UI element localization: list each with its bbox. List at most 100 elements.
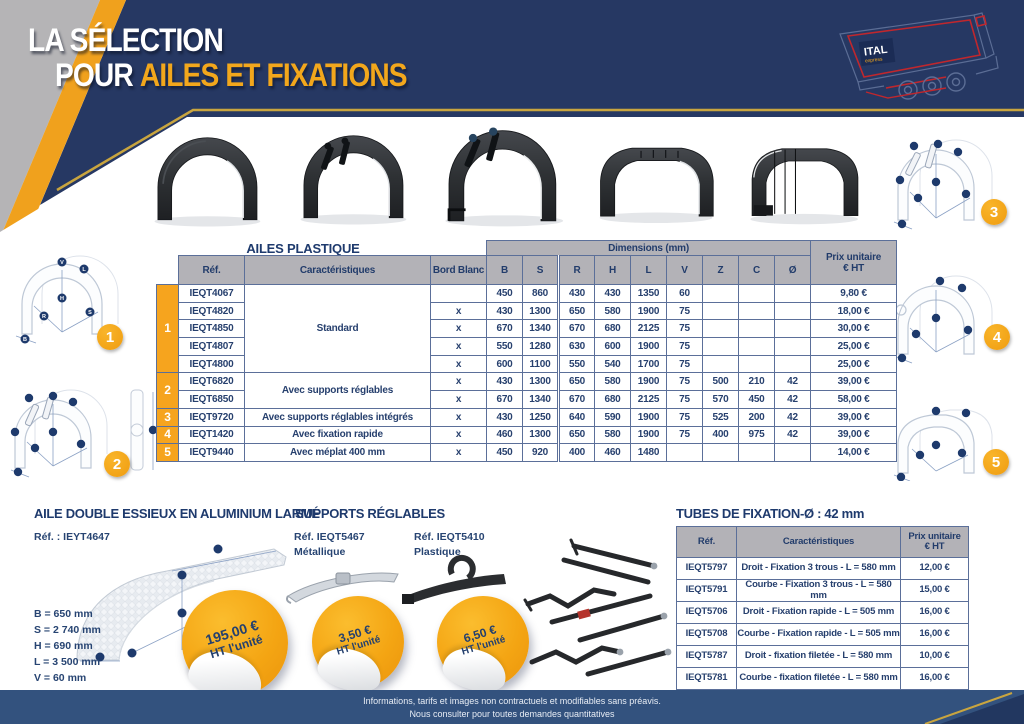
z-cell	[702, 337, 739, 356]
table-row: 1 IEQT4067 Standard 450 860 430 430 1350…	[156, 283, 898, 374]
col-carac: Caractéristiques	[736, 526, 901, 558]
col-r: R	[557, 255, 595, 285]
ref-cell: IEQT1420	[178, 425, 245, 445]
price-cell: 12,00 €	[900, 557, 969, 580]
fender-photo-with-brackets	[300, 135, 407, 225]
price-cell: 25,00 €	[810, 337, 898, 356]
footer-dark-wedge	[940, 694, 1024, 724]
alu-section-title: AILE DOUBLE ESSIEUX EN ALUMINIUM LARMÉ	[34, 506, 320, 521]
b-cell: 450	[486, 284, 523, 303]
z-cell	[702, 354, 739, 374]
alu-ref: Réf. : IEYT4647	[34, 531, 110, 543]
l-cell: 1480	[630, 443, 667, 462]
v-cell: 75	[666, 407, 703, 427]
bord-cell: x	[430, 354, 487, 374]
s-cell: 920	[522, 443, 559, 462]
group-label: Avec méplat 400 mm	[244, 443, 431, 462]
col-b: B	[486, 255, 523, 285]
footer-gold-line	[924, 692, 1013, 724]
desc-cell: Courbe - fixation filetée - L = 580 mm	[736, 667, 901, 690]
l-cell: 1700	[630, 354, 667, 374]
dims-group-header: Dimensions (mm)	[485, 240, 812, 256]
col-ref: Réf.	[178, 255, 245, 285]
v-cell: 75	[666, 354, 703, 374]
supports-section-title: SUPPORTS RÉGLABLES	[295, 506, 445, 521]
col-h: H	[594, 255, 631, 285]
truck-brand-bottom: express	[865, 56, 884, 64]
l-cell: 1900	[630, 425, 667, 445]
v-cell: 75	[666, 425, 703, 445]
header-gold-line	[56, 108, 1024, 192]
v-cell: 75	[666, 337, 703, 356]
footer-line1: Informations, tarifs et images non contr…	[363, 696, 661, 706]
alu-dim-h: H = 690 mm	[34, 640, 93, 652]
support2-ref-code: Réf. IEQT5410	[414, 531, 485, 543]
l-cell: 2125	[630, 319, 667, 339]
ref-cell: IEQT5706	[676, 601, 737, 624]
table-row: IEQT4820 x 430 1300 650 580 1900 75 18,0…	[157, 301, 898, 321]
table-row: 5 IEQT9440 Avec méplat 400 mm x 450 920 …	[156, 443, 898, 462]
z-cell: 525	[702, 407, 739, 427]
desc-cell: Droit - fixation filetée - L = 580 mm	[736, 645, 901, 668]
table-row: IEQT5706 Droit - Fixation rapide - L = 5…	[676, 601, 969, 624]
table-row: 4 IEQT1420 Avec fixation rapide x 460 13…	[156, 425, 898, 445]
fender-photo-with-supports	[445, 127, 564, 227]
z-cell: 400	[702, 425, 739, 445]
table-header-row: Réf. Caractéristiques Prix unitaire € HT	[676, 526, 969, 558]
dim-letter: H	[60, 296, 64, 302]
price-cell: 39,00 €	[810, 407, 898, 427]
s-cell: 1340	[522, 390, 559, 409]
b-cell: 460	[486, 425, 523, 445]
price-cell: 9,80 €	[810, 284, 898, 303]
desc-cell: Droit - Fixation 3 trous - L = 580 mm	[736, 557, 901, 580]
price-cell: 15,00 €	[900, 579, 969, 602]
r-cell: 400	[557, 443, 595, 462]
b-cell: 670	[486, 390, 523, 409]
ref-cell: IEQT4807	[178, 337, 245, 356]
o-cell	[773, 319, 812, 339]
alu-dim-l: L = 3 500 mm	[34, 656, 101, 668]
header-navy-shape	[40, 0, 1024, 205]
bord-cell: x	[430, 337, 487, 356]
o-cell: 42	[773, 425, 812, 445]
v-cell: 75	[666, 390, 703, 409]
price-header-line1: Prix unitaire	[908, 530, 961, 542]
s-cell: 1340	[522, 319, 559, 339]
s-cell: 1300	[522, 301, 559, 321]
ref-cell: IEQT9720	[178, 407, 245, 427]
table-row: IEQT5791 Courbe - Fixation 3 trous - L =…	[676, 579, 969, 602]
table-row: Dimensions (mm) Prix unitaire € HT	[157, 240, 898, 285]
group-number: 2	[156, 372, 179, 409]
page-title-pour: POUR	[55, 57, 134, 93]
ref-cell: IEQT5781	[676, 667, 737, 690]
ref-cell: IEQT5791	[676, 579, 737, 602]
c-cell: 450	[738, 390, 775, 409]
o-cell: 42	[773, 390, 812, 409]
group-label: Avec fixation rapide	[244, 425, 431, 445]
page-title-line1: LA SÉLECTION	[28, 22, 224, 58]
truck-lineart-icon: ITAL express	[839, 12, 999, 100]
h-cell: 580	[594, 425, 631, 445]
h-cell: 460	[594, 443, 631, 462]
price-header: Prix unitaire € HT	[810, 240, 898, 285]
diagram-number-1: 1	[97, 324, 123, 350]
support2-type: Plastique	[414, 546, 461, 558]
r-cell: 650	[557, 301, 595, 321]
l-cell: 1900	[630, 337, 667, 356]
col-z: Z	[702, 255, 739, 285]
fender-photo-standard	[154, 137, 261, 227]
main-table-title: AILES PLASTIQUE	[246, 241, 360, 256]
col-v: V	[666, 255, 703, 285]
price-header-line2: € HT	[843, 262, 864, 274]
dim-letter: L	[82, 267, 86, 273]
table-row: IEQT5708 Courbe - Fixation rapide - L = …	[676, 623, 969, 646]
footer-bar	[0, 690, 1024, 724]
table-row: IEQT5781 Courbe - fixation filetée - L =…	[676, 667, 969, 690]
price-badge-support-metal: 3,50 € HT l'unité	[312, 596, 404, 688]
z-cell: 570	[702, 390, 739, 409]
support1-ref-code: Réf. IEQT5467	[294, 531, 365, 543]
price-header-line2: € HT	[924, 541, 945, 552]
r-cell: 430	[557, 284, 595, 303]
col-bord: Bord Blanc	[430, 255, 487, 285]
